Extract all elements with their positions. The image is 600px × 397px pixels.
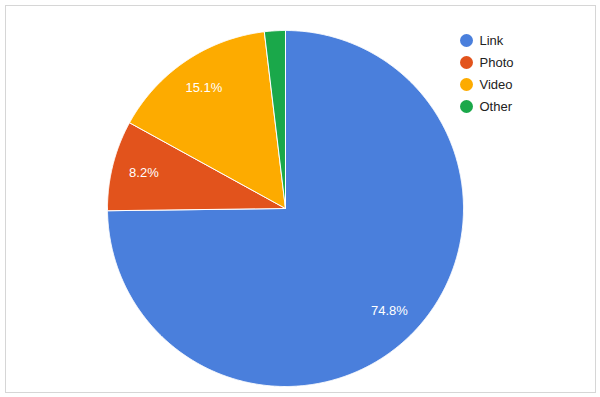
svg-text:15.1%: 15.1% [185, 80, 222, 95]
svg-text:Photo: Photo [480, 55, 514, 70]
svg-text:Video: Video [480, 77, 513, 92]
svg-text:8.2%: 8.2% [129, 165, 159, 180]
svg-text:74.8%: 74.8% [371, 303, 408, 318]
svg-text:Other: Other [480, 99, 513, 114]
svg-text:Link: Link [480, 33, 504, 48]
